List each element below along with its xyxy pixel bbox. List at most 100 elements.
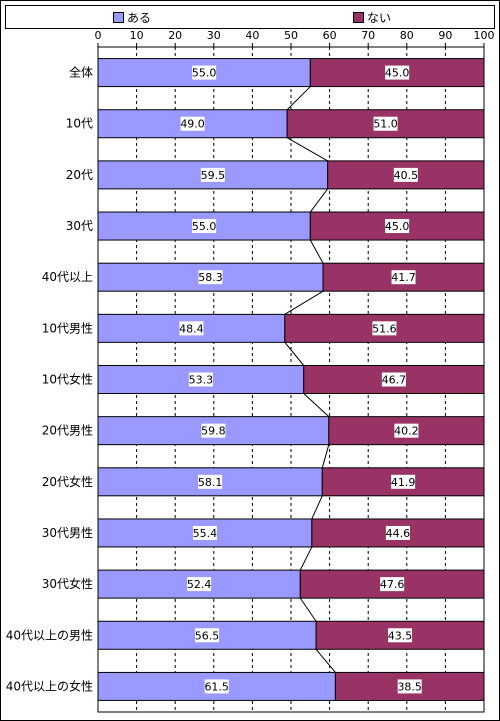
series-line [299,597,317,622]
data-label-aru-box [198,474,223,489]
x-tick-label: 70 [361,29,375,42]
legend-item-aru: ある [113,10,152,25]
category-label: 30代男性 [42,526,93,540]
data-label-aru: 58.1 [198,476,223,489]
data-label-nai: 51.0 [373,118,398,131]
series-line [309,188,329,213]
data-label-nai: 43.5 [388,629,413,642]
x-tick-label: 50 [284,29,298,42]
x-tick-label: 40 [245,29,259,42]
category-label: 20代 [66,168,93,182]
data-label-aru-box [187,577,212,592]
category-label: 10代 [66,117,93,131]
category-label: 10代女性 [42,372,93,387]
x-tick-label: 0 [95,29,102,42]
data-label-aru-box [195,628,220,643]
data-label-aru: 53.3 [189,374,214,387]
category-label: 10代男性 [42,321,93,335]
category-label: 30代 [66,219,93,233]
data-label-aru-box [179,321,204,336]
data-label-nai: 46.7 [382,374,407,387]
data-label-nai: 40.5 [394,169,419,182]
data-label-nai-box [372,321,397,336]
data-label-nai-box [380,577,405,592]
category-label: 40代以上の男性 [6,628,93,642]
legend-swatch-aru [113,11,124,23]
data-label-nai-box [381,372,406,387]
data-label-aru-box [192,525,217,540]
data-label-aru: 56.5 [195,629,220,642]
series-line [309,239,324,264]
data-label-nai-box [388,628,413,643]
x-tick-label: 30 [207,29,221,42]
data-label-nai: 51.6 [372,322,397,335]
data-label-nai: 41.9 [391,476,416,489]
series-line [311,495,323,520]
bar-nai [309,58,485,88]
category-label: 30代女性 [42,576,93,591]
data-label-nai: 45.0 [385,220,410,233]
data-label-aru: 55.4 [193,527,218,540]
x-tick-label: 20 [168,29,182,42]
data-label-aru: 55.0 [192,67,217,80]
series-line [286,86,311,111]
data-label-aru-box [180,116,205,131]
bar-aru [97,620,317,650]
data-label-nai: 41.7 [391,271,416,284]
data-label-aru: 58.3 [198,271,223,284]
data-label-aru: 52.4 [187,578,212,591]
category-label: 40代以上の女性 [6,678,93,693]
data-label-nai-box [391,474,416,489]
series-line [284,342,305,366]
x-tick-label: 100 [474,29,495,42]
series-line [286,137,328,162]
data-label-nai-box [391,270,416,285]
category-label: 20代男性 [42,424,93,438]
data-label-nai-box [373,116,398,131]
data-label-aru: 48.4 [179,322,204,335]
data-label-aru: 59.8 [201,425,226,438]
data-label-aru-box [192,219,217,234]
data-label-nai-box [385,65,410,80]
series-line [284,290,324,315]
data-label-aru: 55.0 [192,220,217,233]
legend-label-aru: ある [127,10,152,25]
data-label-nai: 44.6 [386,527,411,540]
data-label-aru: 61.5 [204,680,229,693]
data-label-aru: 49.0 [180,118,205,131]
legend-swatch-nai [353,11,364,23]
data-label-aru-box [192,65,217,80]
data-label-aru: 59.5 [201,169,226,182]
x-tick-label: 10 [130,29,144,42]
legend-label-nai: ない [367,10,392,25]
data-label-nai: 38.5 [397,680,422,693]
x-tick-label: 60 [323,29,337,42]
legend-item-nai: ない [353,10,392,25]
data-label-nai-box [394,423,419,438]
data-label-nai-box [397,679,422,694]
x-tick-label: 80 [400,29,414,42]
data-label-nai: 40.2 [394,425,419,438]
data-label-nai-box [385,525,410,540]
data-label-nai: 47.6 [380,578,405,591]
series-line [299,546,313,571]
data-label-aru-box [198,270,223,285]
x-tick-label: 90 [438,29,452,42]
data-label-nai: 45.0 [385,67,410,80]
data-label-nai-box [385,219,410,234]
data-label-aru-box [201,423,226,438]
bar-aru [97,313,286,343]
category-label: 20代女性 [42,474,93,489]
data-label-aru-box [188,372,213,387]
category-label: 40代以上 [42,270,93,284]
series-line [303,393,330,418]
data-label-aru-box [200,167,225,182]
series-line [321,444,330,468]
category-label: 全体 [69,65,93,80]
data-label-nai-box [393,167,418,182]
plot-border [97,46,485,713]
data-label-aru-box [204,679,229,694]
series-line [315,648,336,673]
legend: ある ない [5,5,495,29]
